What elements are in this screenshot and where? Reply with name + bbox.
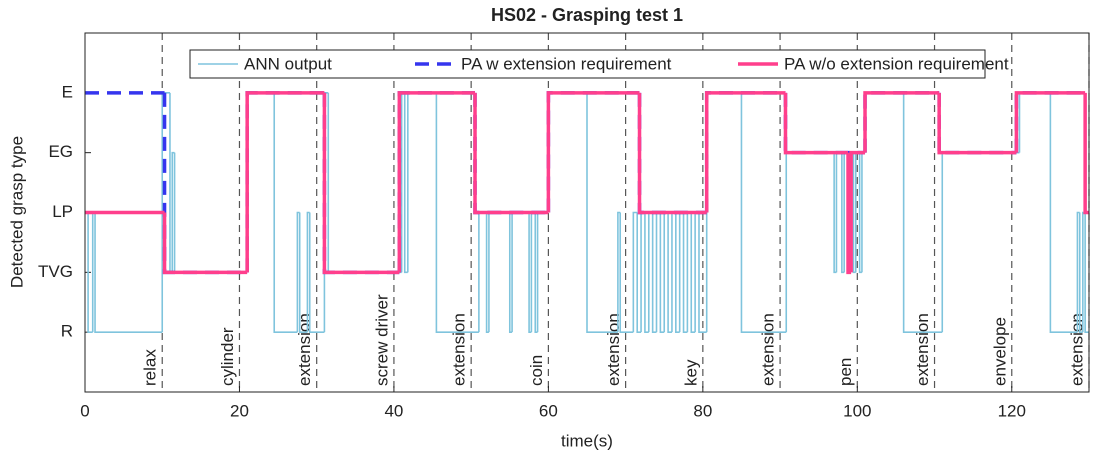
step-segment [397,91,476,273]
step-segment [783,92,849,155]
x-tick-label: 100 [843,401,871,420]
series-2 [85,91,1089,275]
x-tick-label: 120 [998,401,1026,420]
step-segment [488,211,510,333]
step-segment [1018,92,1051,153]
y-tick-label: LP [52,202,73,221]
step-segment [690,212,696,333]
y-tick-label: EG [48,142,73,161]
y-tick-label: TVG [38,262,73,281]
step-segment [835,151,842,273]
step-segment [619,212,634,333]
legend-label: PA w/o extension requirement [784,54,1009,73]
step-segment [1014,91,1089,153]
step-segment [937,92,1017,155]
step-segment [473,92,549,215]
x-axis-label: time(s) [561,431,613,450]
x-tick-label: 80 [693,401,712,420]
phase-label: envelope [990,317,1009,386]
step-segment [1084,212,1089,333]
legend-label: ANN output [244,54,332,73]
step-segment [162,212,248,275]
step-segment [327,92,402,274]
step-segment [94,212,163,333]
step-segment [849,150,866,273]
step-segment [1049,92,1078,333]
step-segment [632,211,638,333]
step-segment [246,92,275,273]
step-segment [667,212,672,333]
chart-title: HS02 - Grasping test 1 [491,5,683,25]
step-segment [863,91,940,153]
step-segment [322,92,400,275]
step-segment [403,92,408,274]
step-segment [705,92,742,333]
step-segment [478,211,487,333]
step-segment [682,212,688,333]
step-segment [547,92,587,213]
step-segment [245,91,325,273]
step-segment [740,92,787,333]
step-segment [704,91,786,213]
step-segment [536,211,549,333]
step-segment [245,91,325,273]
x-tick-label: 20 [230,401,249,420]
step-segment [902,92,943,333]
step-segment [162,92,248,275]
legend-label: PA w extension requirement [461,54,672,73]
step-segment [308,212,325,333]
legend: ANN output PA w extension requirement PA w… [189,49,1009,79]
step-segment [785,151,835,333]
step-segment [659,212,665,333]
axes-box [84,32,1090,393]
step-segment [675,212,680,333]
step-segment [322,92,400,275]
step-segment [173,152,248,274]
phase-label: cylinder [218,327,237,386]
step-segment [637,92,707,215]
step-segment [546,91,640,213]
y-tick-label: E [62,82,73,101]
phase-label: extension [913,313,932,386]
step-segment [586,92,618,333]
step-segment [1078,212,1083,333]
step-segment [273,92,298,333]
phase-label: screw driver [372,294,391,386]
phase-label: extension [450,313,469,386]
step-segment [783,92,866,155]
step-segment [636,212,642,333]
x-tick-label: 60 [539,401,558,420]
phase-label: coin [527,355,546,386]
step-segment [651,212,657,333]
y-axis-label: Detected grasp type [7,136,26,288]
step-segment [644,212,649,333]
step-segment [863,91,940,153]
step-segment [435,92,479,333]
step-segment [861,151,866,273]
step-segment [637,92,707,215]
legend-box [189,49,986,79]
step-segment [704,91,786,213]
phase-label: relax [141,349,160,386]
step-segment [698,212,707,333]
x-tick-label: 40 [384,401,403,420]
step-segment [298,212,308,333]
y-tick-label: R [61,322,73,341]
phase-label: extension [759,313,778,386]
step-segment [937,92,1017,155]
step-segment [87,212,93,333]
step-segment [864,92,904,153]
step-segment [941,151,1020,333]
step-segment [407,92,437,273]
step-segment [511,211,530,333]
x-tick-label: 0 [80,401,89,420]
phase-label: pen [836,358,855,386]
step-segment [1014,91,1086,153]
step-segment [1083,92,1089,215]
phase-label: key [681,359,700,386]
step-segment [473,92,549,215]
